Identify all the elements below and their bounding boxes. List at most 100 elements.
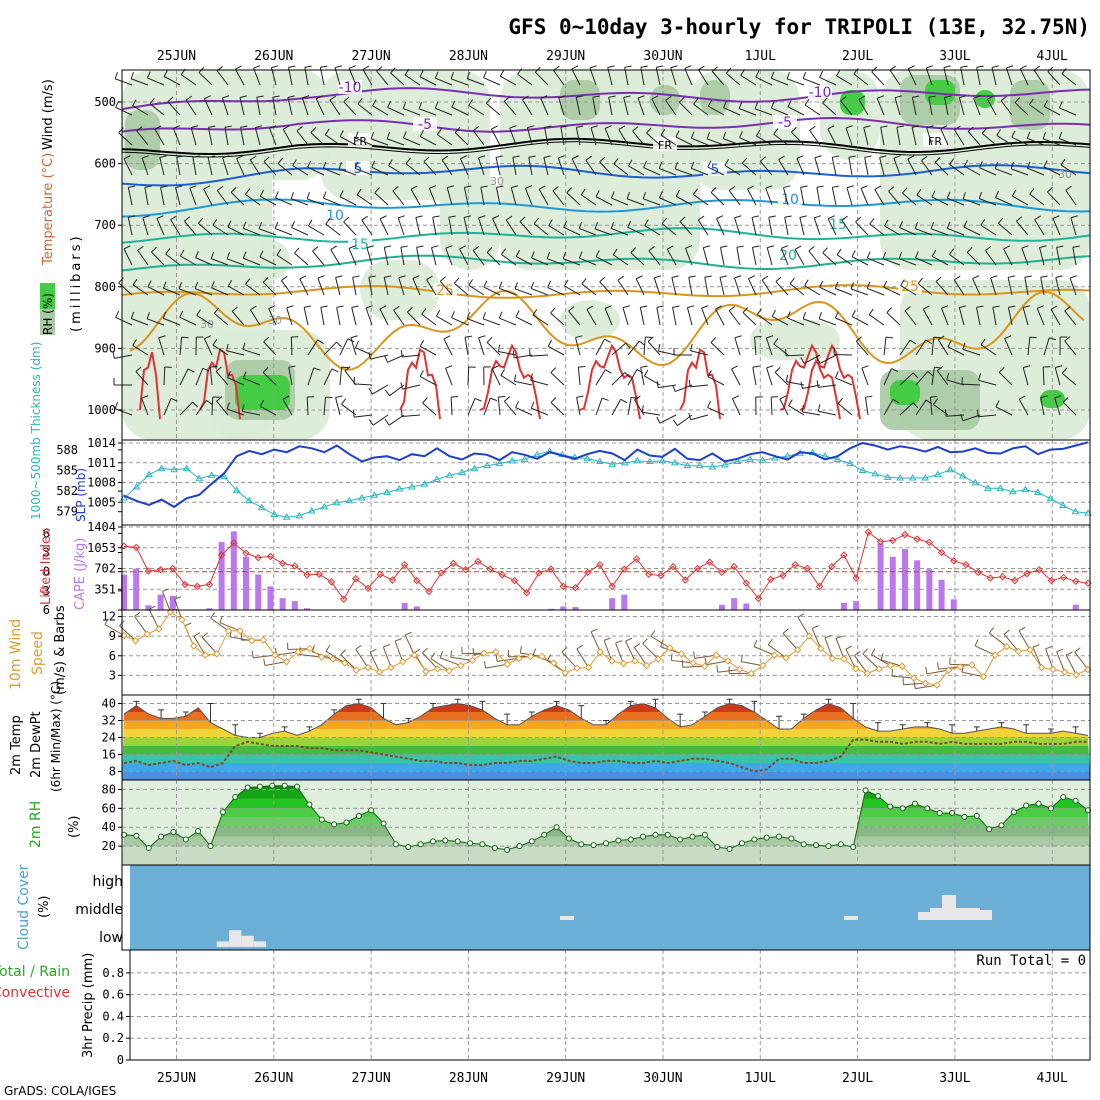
wind-barb [637, 97, 645, 116]
wind-barb [343, 221, 357, 236]
wind-barb [446, 187, 453, 206]
wind-barb [911, 97, 917, 116]
wind-barb-flag [670, 65, 678, 69]
wind-barb-flag [343, 96, 350, 103]
lifted-index-point [583, 568, 592, 577]
wind10m-barb-flag [369, 648, 377, 653]
wind-barb-flag [288, 365, 296, 368]
wind-barb [575, 97, 581, 116]
wind-barb [226, 350, 245, 356]
wind-barb-flag [501, 248, 506, 255]
wind10m-speed-point [619, 659, 628, 668]
wind10m-barb [404, 634, 415, 656]
wind-barb-flag [312, 246, 319, 252]
wind-barb-flag [151, 246, 157, 253]
wind-barb [388, 414, 405, 426]
wind-barb [317, 277, 325, 296]
wind-barb-flag [848, 155, 856, 158]
wind-barb-flag [195, 251, 199, 258]
wind10m-barb-flag [184, 622, 192, 627]
wind-barb [874, 189, 885, 206]
wind-barb [372, 384, 389, 395]
rh-band [122, 846, 1090, 865]
wind10m-barb-flag [263, 658, 266, 666]
wind-barb-flag [1023, 305, 1031, 309]
wind-barb [594, 228, 613, 236]
cape-bar [621, 594, 628, 610]
date-label-bottom: 1JUL [745, 1071, 776, 1086]
wind10m-barb-flag [704, 657, 707, 665]
lifted-index-point [596, 560, 604, 569]
wind-barb-flag [658, 161, 663, 169]
wind-barb-flag [981, 127, 988, 134]
wind10m-speed-point [387, 663, 395, 672]
rh2m-point [949, 810, 956, 817]
wind-barb [227, 226, 245, 236]
cloud-low-block [253, 941, 267, 947]
wind-barb-flag [482, 312, 486, 319]
wind-barb [697, 219, 709, 236]
wind-barb-flag [837, 397, 843, 404]
thickness-point [595, 457, 604, 465]
wind-barb [179, 368, 189, 386]
wind10m-barb-flag [532, 648, 537, 656]
tick-label: 500 [94, 95, 116, 109]
wind-barb-flag [192, 155, 200, 158]
thickness-point [445, 471, 454, 478]
wind-barb [930, 228, 949, 236]
wind-barb [833, 353, 853, 356]
wind-barb [467, 366, 470, 386]
wind-barb [778, 159, 789, 176]
wind-barb [195, 400, 207, 416]
wind-barb-flag [926, 125, 934, 129]
wind-barb-flag [519, 216, 526, 222]
lifted-index-point [474, 557, 482, 566]
wind-barb-flag [846, 185, 854, 189]
tick-label: 0 [43, 565, 50, 579]
wind-barb-flag [1011, 189, 1017, 197]
wind-barb-flag [317, 339, 324, 344]
tick-label: 588 [56, 443, 78, 457]
date-label-top: 25JUN [157, 49, 196, 64]
wind-barb [947, 227, 965, 236]
wind-barb [604, 308, 613, 326]
wind-barb-flag [851, 250, 856, 257]
wind-barb-flag [688, 412, 692, 420]
wind-barb [791, 131, 805, 146]
wind-barb [1011, 136, 1029, 146]
wind-barb [962, 414, 981, 422]
wind-barb [472, 130, 485, 146]
wind10m-barb [650, 635, 671, 649]
wind-barb-flag [185, 95, 193, 101]
wind10m-speed-point [213, 650, 221, 658]
wind-barb-flag [684, 65, 692, 69]
wind-barb-flag [1014, 97, 1021, 103]
wind10m-barb-flag [472, 647, 475, 655]
wind10m-barb [440, 657, 461, 667]
wind-barb-flag [581, 278, 587, 285]
wind-barb [514, 380, 533, 386]
wind-barb-flag [459, 245, 466, 250]
wind10m-speed-point [979, 672, 988, 681]
wind-barb-flag [288, 65, 296, 68]
wind-barb-flag [431, 245, 439, 249]
wind-barb-flag [853, 68, 859, 75]
wind-barb [1010, 168, 1029, 176]
wind-barb-flag [728, 306, 736, 312]
wind-barb [963, 226, 981, 236]
wind-barb [500, 374, 517, 386]
wind-barb [816, 187, 821, 206]
wind-barb-flag [1049, 337, 1057, 341]
thickness-point [257, 503, 266, 511]
wind-barb-flag [485, 97, 492, 104]
wind-barb-flag [269, 125, 277, 129]
wind-barb [799, 217, 805, 236]
cape-bar [121, 574, 127, 610]
wind-barb-flag [990, 275, 998, 279]
wind-barb-flag [207, 155, 216, 158]
wind-barb [1022, 307, 1029, 326]
lifted-index-point [803, 564, 812, 573]
wind-barb-flag [322, 191, 327, 199]
wind-barb [1016, 220, 1029, 236]
wind-barb [203, 98, 213, 116]
